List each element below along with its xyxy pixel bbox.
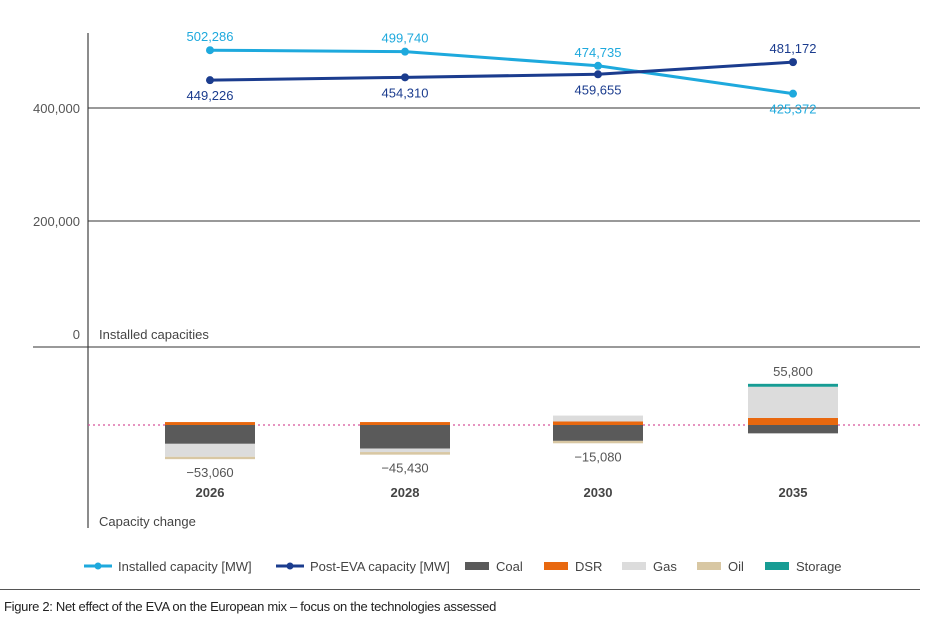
bar-segment-coal <box>360 425 450 449</box>
data-point <box>206 76 214 85</box>
bar-segment-dsr <box>165 422 255 425</box>
bar-segment-coal <box>165 425 255 444</box>
bar-segment-storage <box>748 383 838 387</box>
x-tick-label: 2030 <box>584 485 613 500</box>
data-label: 459,655 <box>575 82 622 97</box>
x-tick-label: 2028 <box>391 485 420 500</box>
data-point <box>594 61 602 70</box>
data-point <box>206 46 214 55</box>
data-label: 449,226 <box>187 88 234 103</box>
series-line-installed <box>209 48 794 96</box>
bar-segment-gas <box>165 443 255 457</box>
data-label: 425,372 <box>770 102 817 117</box>
data-point <box>594 70 602 79</box>
bar-segment-coal <box>748 425 838 434</box>
data-label: 502,286 <box>187 29 234 44</box>
legend-label: Storage <box>796 559 842 574</box>
figure-caption: Figure 2: Net effect of the EVA on the E… <box>4 599 496 614</box>
bar-segment-oil <box>553 440 643 444</box>
bar-segment-gas <box>748 386 838 418</box>
legend-swatch-storage <box>765 562 789 570</box>
y-tick-label: 200,000 <box>33 214 80 229</box>
x-tick-label: 2035 <box>779 485 808 500</box>
data-label: 499,740 <box>382 31 429 46</box>
bar-segment-oil <box>360 452 450 455</box>
net-value-label: 55,800 <box>773 364 813 379</box>
legend-marker-icon <box>286 562 294 570</box>
data-label: 474,735 <box>575 45 622 60</box>
net-value-label: −53,060 <box>186 465 233 480</box>
data-label: 481,172 <box>770 41 817 56</box>
legend-swatch-dsr <box>544 562 568 570</box>
legend-swatch-coal <box>465 562 489 570</box>
net-value-label: −15,080 <box>574 449 621 464</box>
legend-swatch-oil <box>697 562 721 570</box>
data-point <box>789 89 797 98</box>
bar-segment-dsr <box>748 417 838 425</box>
data-point <box>789 58 797 67</box>
legend-label: DSR <box>575 559 602 574</box>
bar-segment-coal <box>553 425 643 441</box>
caption-divider <box>0 589 920 590</box>
legend-label: Installed capacity [MW] <box>118 559 252 574</box>
x-tick-label: 2026 <box>196 485 225 500</box>
data-point <box>401 73 409 82</box>
bar-segment-gas <box>553 415 643 422</box>
bar-segment-oil <box>165 456 255 460</box>
panel-label-change: Capacity change <box>99 514 196 529</box>
legend-label: Gas <box>653 559 677 574</box>
series-line-post-eva <box>209 60 794 82</box>
bar-segment-dsr <box>360 422 450 425</box>
y-tick-label: 400,000 <box>33 101 80 116</box>
data-label: 454,310 <box>382 85 429 100</box>
net-value-label: −45,430 <box>381 461 428 476</box>
legend-swatch-gas <box>622 562 646 570</box>
bar-segment-dsr <box>553 421 643 425</box>
legend-label: Oil <box>728 559 744 574</box>
data-point <box>401 47 409 56</box>
legend-label: Coal <box>496 559 523 574</box>
panel-label-installed: Installed capacities <box>99 327 209 342</box>
legend-label: Post-EVA capacity [MW] <box>310 559 450 574</box>
bar-segment-gas <box>360 448 450 453</box>
legend-marker-icon <box>94 562 102 570</box>
y-tick-label: 0 <box>73 327 80 342</box>
